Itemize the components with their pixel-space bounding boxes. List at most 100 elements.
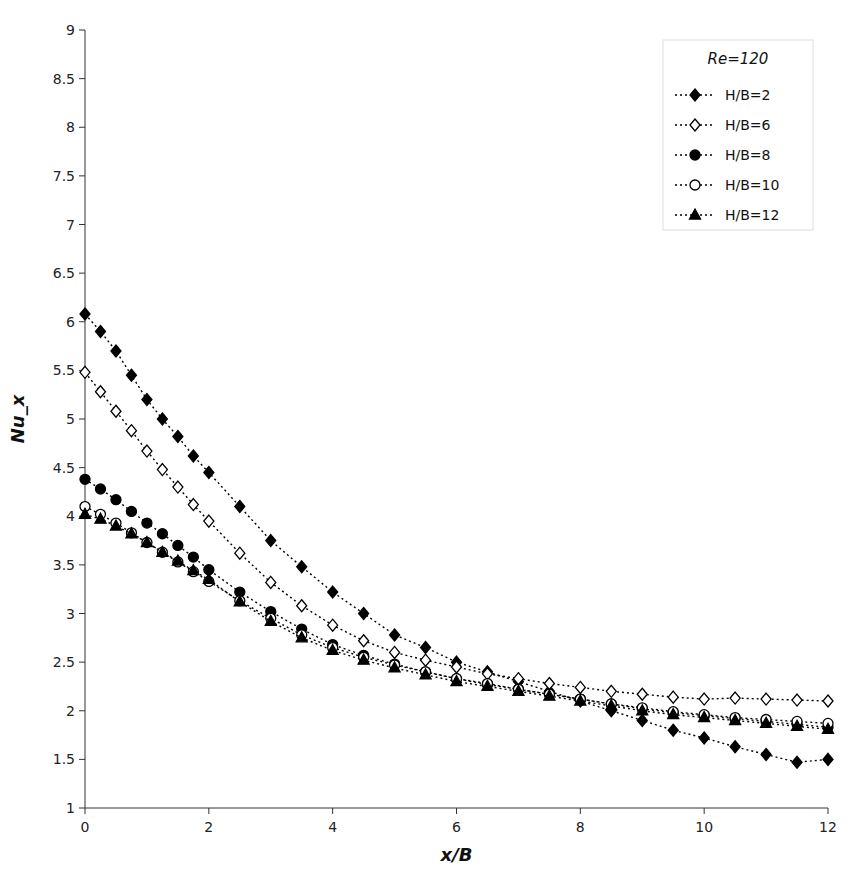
point bbox=[95, 513, 106, 523]
point bbox=[575, 695, 585, 707]
point bbox=[606, 685, 616, 697]
y-tick-label: 8 bbox=[66, 119, 75, 135]
y-tick bbox=[79, 808, 85, 809]
point bbox=[126, 528, 137, 538]
x-axis-label: x/B bbox=[440, 844, 473, 865]
y-tick bbox=[79, 224, 85, 225]
y-tick-label: 8.5 bbox=[53, 71, 75, 87]
point bbox=[792, 694, 802, 706]
point bbox=[761, 749, 771, 761]
x-tick-label: 8 bbox=[576, 819, 585, 835]
y-tick-label: 3.5 bbox=[53, 557, 75, 573]
point bbox=[80, 366, 90, 378]
point bbox=[266, 576, 276, 588]
y-tick bbox=[79, 78, 85, 79]
legend-marker bbox=[690, 209, 701, 219]
point bbox=[390, 629, 400, 641]
point bbox=[235, 547, 245, 559]
y-tick-label: 7 bbox=[66, 217, 75, 233]
point bbox=[95, 325, 105, 337]
point bbox=[699, 732, 709, 744]
point bbox=[668, 708, 678, 718]
point bbox=[173, 431, 183, 443]
point bbox=[297, 600, 307, 612]
point bbox=[327, 644, 338, 654]
point bbox=[141, 537, 152, 547]
y-tick-label: 4.5 bbox=[53, 460, 75, 476]
y-tick-label: 5 bbox=[66, 411, 75, 427]
legend: Re=120H/B=2H/B=6H/B=8H/B=10H/B=12 bbox=[663, 40, 813, 230]
x-tick bbox=[704, 808, 705, 814]
point bbox=[668, 724, 678, 736]
point bbox=[266, 535, 276, 547]
series-line bbox=[85, 372, 828, 701]
point bbox=[358, 654, 369, 664]
series bbox=[80, 474, 833, 732]
point bbox=[235, 501, 245, 513]
point bbox=[575, 681, 585, 693]
point bbox=[575, 694, 585, 704]
x-tick bbox=[828, 808, 829, 814]
x-tick-label: 12 bbox=[819, 819, 837, 835]
y-tick-label: 2.5 bbox=[53, 654, 75, 670]
point bbox=[188, 552, 198, 562]
y-tick-label: 3 bbox=[66, 606, 75, 622]
point bbox=[126, 528, 136, 538]
point bbox=[606, 700, 617, 710]
plot-area bbox=[80, 308, 834, 768]
point bbox=[111, 345, 121, 357]
point bbox=[730, 741, 740, 753]
point bbox=[111, 405, 121, 417]
point bbox=[142, 538, 152, 548]
point bbox=[513, 685, 524, 695]
point bbox=[142, 518, 152, 528]
legend-label: H/B=6 bbox=[725, 117, 771, 133]
point bbox=[761, 693, 771, 705]
point bbox=[204, 466, 214, 478]
point bbox=[544, 689, 554, 699]
point bbox=[544, 689, 554, 699]
y-tick bbox=[79, 273, 85, 274]
legend-marker bbox=[690, 119, 700, 131]
legend-marker bbox=[690, 89, 700, 101]
point bbox=[637, 714, 647, 726]
point bbox=[126, 425, 136, 437]
series-line bbox=[85, 507, 828, 724]
point bbox=[157, 464, 167, 476]
point bbox=[668, 709, 679, 719]
y-tick-label: 1 bbox=[66, 800, 75, 816]
point bbox=[451, 676, 462, 686]
series bbox=[80, 508, 834, 733]
point bbox=[296, 632, 307, 642]
point bbox=[126, 506, 136, 516]
point bbox=[80, 474, 90, 484]
point bbox=[328, 586, 338, 598]
series bbox=[80, 308, 833, 768]
point bbox=[157, 529, 167, 539]
axes: 02468101211.522.533.544.555.566.577.588.… bbox=[53, 22, 837, 835]
point bbox=[172, 555, 183, 565]
point bbox=[730, 714, 741, 724]
point bbox=[823, 753, 833, 765]
point bbox=[482, 680, 493, 690]
point bbox=[203, 573, 214, 583]
y-tick-label: 1.5 bbox=[53, 751, 75, 767]
legend-marker bbox=[690, 150, 700, 160]
series bbox=[80, 502, 833, 729]
point bbox=[637, 688, 647, 700]
point bbox=[142, 445, 152, 457]
y-axis-label: Nu_x bbox=[7, 393, 28, 443]
point bbox=[188, 565, 199, 575]
series-line bbox=[85, 479, 828, 727]
point bbox=[265, 615, 276, 625]
x-tick-label: 10 bbox=[695, 819, 713, 835]
y-tick-label: 6 bbox=[66, 314, 75, 330]
series-line bbox=[85, 314, 828, 762]
point bbox=[142, 394, 152, 406]
point bbox=[513, 684, 523, 694]
point bbox=[204, 515, 214, 527]
point bbox=[699, 711, 709, 721]
point bbox=[235, 596, 245, 606]
y-tick bbox=[79, 662, 85, 663]
point bbox=[359, 608, 369, 620]
